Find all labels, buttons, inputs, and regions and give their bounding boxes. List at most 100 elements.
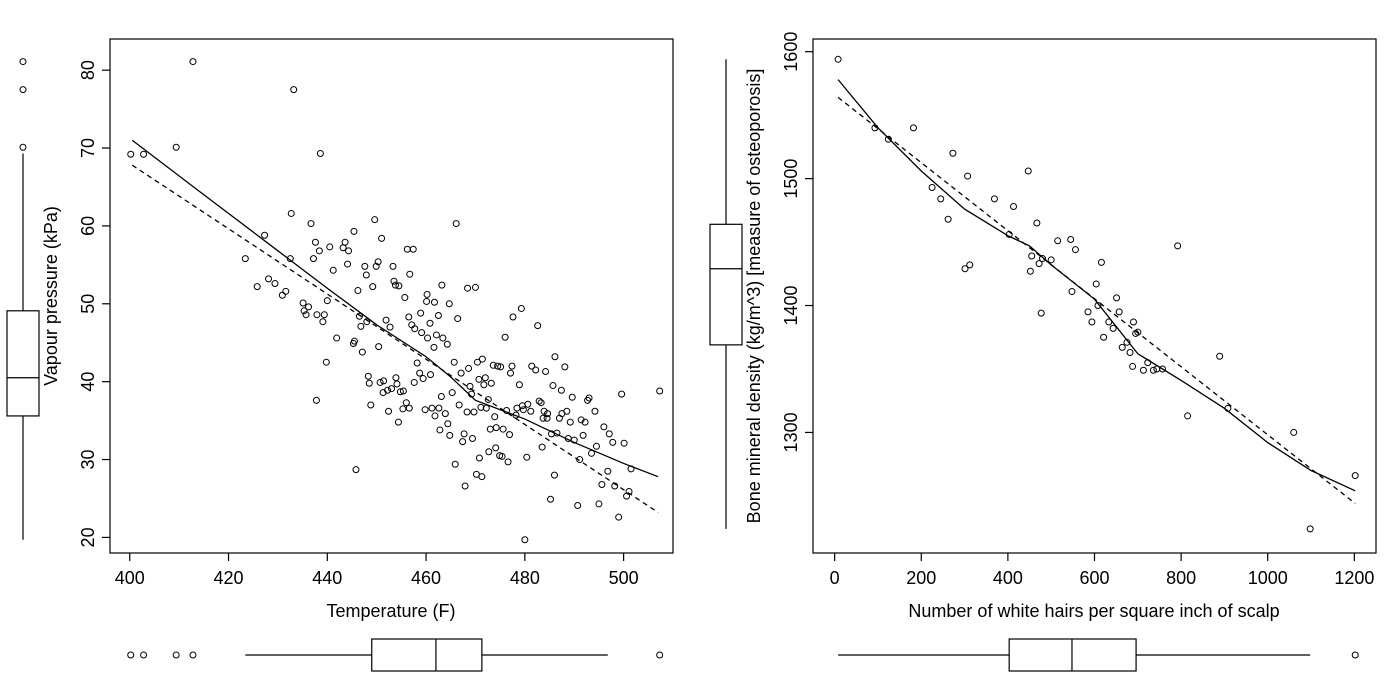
y-tick-label: 50 — [78, 294, 98, 314]
data-point — [1067, 236, 1075, 244]
x-tick-label: 800 — [1166, 568, 1196, 588]
data-point — [459, 438, 467, 446]
data-point — [475, 375, 483, 383]
data-point — [436, 426, 444, 434]
data-point — [1024, 167, 1032, 175]
data-point — [355, 312, 363, 320]
data-point — [302, 311, 310, 319]
data-point — [385, 407, 393, 415]
data-point — [574, 501, 582, 509]
data-point — [1306, 525, 1314, 533]
data-point — [937, 195, 945, 203]
data-point — [1033, 219, 1041, 227]
y-tick-label: 1300 — [781, 412, 801, 452]
data-point — [457, 369, 465, 377]
data-point — [445, 300, 453, 308]
y-boxplot-right — [709, 59, 743, 529]
data-point — [494, 362, 502, 370]
data-point — [438, 281, 446, 289]
data-point — [369, 283, 377, 291]
data-point — [576, 456, 584, 464]
data-point — [395, 282, 403, 290]
data-point — [322, 358, 330, 366]
data-point — [461, 482, 469, 490]
data-point — [444, 420, 452, 428]
data-point — [391, 281, 399, 289]
data-point — [464, 284, 472, 292]
data-point — [390, 277, 398, 285]
data-point — [376, 378, 384, 386]
data-point — [1174, 242, 1182, 250]
data-point — [424, 334, 432, 342]
boxplot-outlier — [189, 651, 197, 659]
data-point — [265, 275, 273, 283]
data-point — [365, 379, 373, 387]
data-point — [362, 271, 370, 279]
data-point — [509, 313, 517, 321]
data-point — [547, 495, 555, 503]
boxplot-outlier — [19, 58, 27, 66]
data-point — [598, 480, 606, 488]
data-point — [1109, 324, 1117, 332]
data-point — [507, 369, 515, 377]
data-point — [515, 381, 523, 389]
data-point — [299, 299, 307, 307]
data-point — [1071, 246, 1079, 254]
data-point — [551, 353, 559, 361]
y-axis-left: 20 30 40 50 60 70 80 — [78, 60, 110, 547]
data-point — [1129, 318, 1137, 326]
smooth-line — [131, 139, 659, 478]
data-point — [411, 325, 419, 333]
data-point — [448, 389, 456, 397]
data-point — [568, 393, 576, 401]
data-point — [418, 329, 426, 337]
data-point — [517, 304, 525, 312]
data-point — [189, 58, 197, 66]
data-point — [416, 369, 424, 377]
data-point — [478, 473, 486, 481]
data-point — [367, 401, 375, 409]
data-point — [140, 150, 148, 158]
data-point — [319, 318, 327, 326]
data-point — [491, 413, 499, 421]
lines-right — [837, 79, 1356, 505]
data-point — [396, 388, 404, 396]
data-point — [430, 343, 438, 351]
data-point — [434, 311, 442, 319]
data-point — [388, 385, 395, 393]
data-point — [966, 261, 974, 269]
data-point — [471, 283, 479, 291]
plot-frame-right — [812, 38, 1377, 554]
data-point — [497, 363, 505, 371]
data-point — [466, 382, 474, 390]
data-point — [403, 245, 411, 253]
data-point — [341, 238, 349, 246]
x-axis-label-right: Number of white hairs per square inch of… — [908, 601, 1279, 621]
chart-right: 1300 1400 1500 1600 0 200 400 600 800 1000 1200 N… — [709, 32, 1377, 672]
y-axis-label-right: Bone mineral density (kg/m^3) [measure o… — [744, 69, 764, 524]
data-point — [492, 444, 500, 452]
data-point — [544, 410, 552, 418]
data-point — [498, 452, 506, 460]
x-tick-label: 500 — [609, 568, 639, 588]
data-point — [1088, 318, 1096, 326]
data-point — [604, 467, 612, 475]
data-point — [428, 404, 436, 412]
data-point — [1134, 328, 1142, 336]
data-point — [481, 374, 489, 382]
data-point — [309, 255, 317, 263]
boxplot-box — [709, 223, 743, 346]
data-point — [1010, 203, 1018, 211]
data-point — [478, 355, 486, 363]
data-point — [540, 407, 548, 415]
data-point — [592, 442, 600, 450]
regression-line — [131, 164, 659, 514]
data-point — [566, 418, 574, 426]
data-point — [521, 536, 529, 544]
data-point — [354, 287, 362, 295]
data-point — [441, 410, 449, 418]
x-axis-left: 400 420 440 460 480 500 — [115, 553, 639, 588]
boxplot-outlier — [19, 86, 27, 94]
data-point — [1092, 280, 1100, 288]
data-point — [350, 227, 358, 235]
